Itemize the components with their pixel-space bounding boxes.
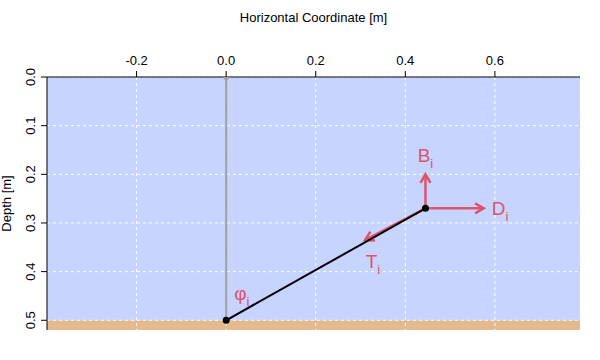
svg-text:0.6: 0.6 — [486, 53, 504, 68]
svg-text:0.4: 0.4 — [23, 263, 38, 281]
svg-text:0.0: 0.0 — [217, 53, 235, 68]
svg-text:0.3: 0.3 — [23, 214, 38, 232]
svg-text:0.2: 0.2 — [307, 53, 325, 68]
svg-text:Bi: Bi — [418, 145, 434, 171]
svg-text:Depth [m]: Depth [m] — [8, 175, 14, 231]
svg-text:φi: φi — [234, 283, 249, 309]
svg-text:Horizontal Coordinate [m]: Horizontal Coordinate [m] — [240, 10, 387, 25]
svg-text:0.5: 0.5 — [23, 311, 38, 329]
svg-text:0.0: 0.0 — [23, 68, 38, 86]
svg-text:Di: Di — [492, 198, 509, 224]
svg-text:-0.2: -0.2 — [125, 53, 147, 68]
svg-text:Ti: Ti — [366, 251, 381, 277]
svg-text:0.2: 0.2 — [23, 165, 38, 183]
svg-text:0.4: 0.4 — [396, 53, 414, 68]
svg-text:0.1: 0.1 — [23, 117, 38, 135]
